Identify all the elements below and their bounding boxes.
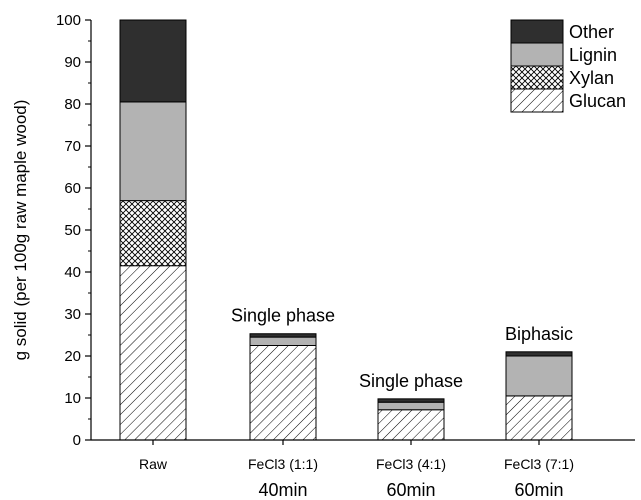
bar-segment-glucan xyxy=(119,265,187,441)
legend-swatch-glucan xyxy=(510,88,564,113)
bar-segment-lignin xyxy=(249,336,317,347)
bar-annotation: Biphasic xyxy=(505,324,573,344)
bar-segment-glucan xyxy=(377,409,445,441)
y-tick-label: 0 xyxy=(73,432,81,449)
legend-swatch-lignin xyxy=(510,42,564,67)
legend-label: Other xyxy=(569,22,614,42)
y-tick-label: 10 xyxy=(64,390,81,407)
y-tick-label: 100 xyxy=(56,12,81,29)
bar-segment-other xyxy=(249,333,317,338)
bar-segment-glucan xyxy=(505,395,573,441)
bar-annotation: Single phase xyxy=(231,306,335,326)
bar-segment-other xyxy=(377,398,445,403)
legend-swatch-other xyxy=(510,19,564,44)
y-tick-label: 60 xyxy=(64,180,81,197)
legend-label: Glucan xyxy=(569,91,626,111)
x-sublabel: 40min xyxy=(258,480,307,500)
bar-segment-lignin xyxy=(505,355,573,397)
y-tick-label: 80 xyxy=(64,96,81,113)
y-tick-label: 90 xyxy=(64,54,81,71)
bars-group xyxy=(119,19,573,441)
bar-annotations: Single phase Single phase Biphasic xyxy=(231,306,573,391)
y-tick-label: 30 xyxy=(64,306,81,323)
bar-segment-glucan xyxy=(249,345,317,441)
x-tick-label: FeCl3 (7:1) xyxy=(504,456,574,472)
y-axis-label: g solid (per 100g raw maple wood) xyxy=(11,100,30,361)
bar-segment-xylan xyxy=(119,200,187,267)
y-axis: 0 10 20 30 40 50 60 70 80 90 100 xyxy=(56,12,91,449)
bar-segment-other xyxy=(505,351,573,357)
x-sublabel: 60min xyxy=(514,480,563,500)
legend-label: Xylan xyxy=(569,68,614,88)
y-tick-label: 20 xyxy=(64,348,81,365)
legend-swatch-xylan xyxy=(510,65,564,90)
x-sublabel: 60min xyxy=(386,480,435,500)
bar-segment-lignin xyxy=(119,101,187,202)
y-tick-label: 40 xyxy=(64,264,81,281)
x-tick-label: FeCl3 (1:1) xyxy=(248,456,318,472)
y-tick-label: 70 xyxy=(64,138,81,155)
legend-label: Lignin xyxy=(569,45,617,65)
x-tick-label: FeCl3 (4:1) xyxy=(376,456,446,472)
x-axis-labels: Raw FeCl3 (1:1) 40min FeCl3 (4:1) 60min FeCl3… xyxy=(139,440,574,500)
legend: Other Lignin Xylan Glucan xyxy=(510,19,626,113)
bar-segment-other xyxy=(119,19,187,103)
x-tick-label: Raw xyxy=(139,456,168,472)
y-tick-label: 50 xyxy=(64,222,81,239)
bar-segment-lignin xyxy=(377,401,445,411)
bar-annotation: Single phase xyxy=(359,371,463,391)
